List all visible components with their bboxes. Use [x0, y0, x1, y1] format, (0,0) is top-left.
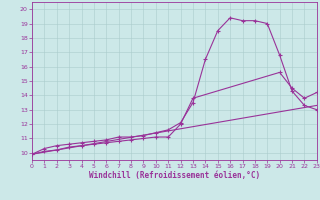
X-axis label: Windchill (Refroidissement éolien,°C): Windchill (Refroidissement éolien,°C) — [89, 171, 260, 180]
